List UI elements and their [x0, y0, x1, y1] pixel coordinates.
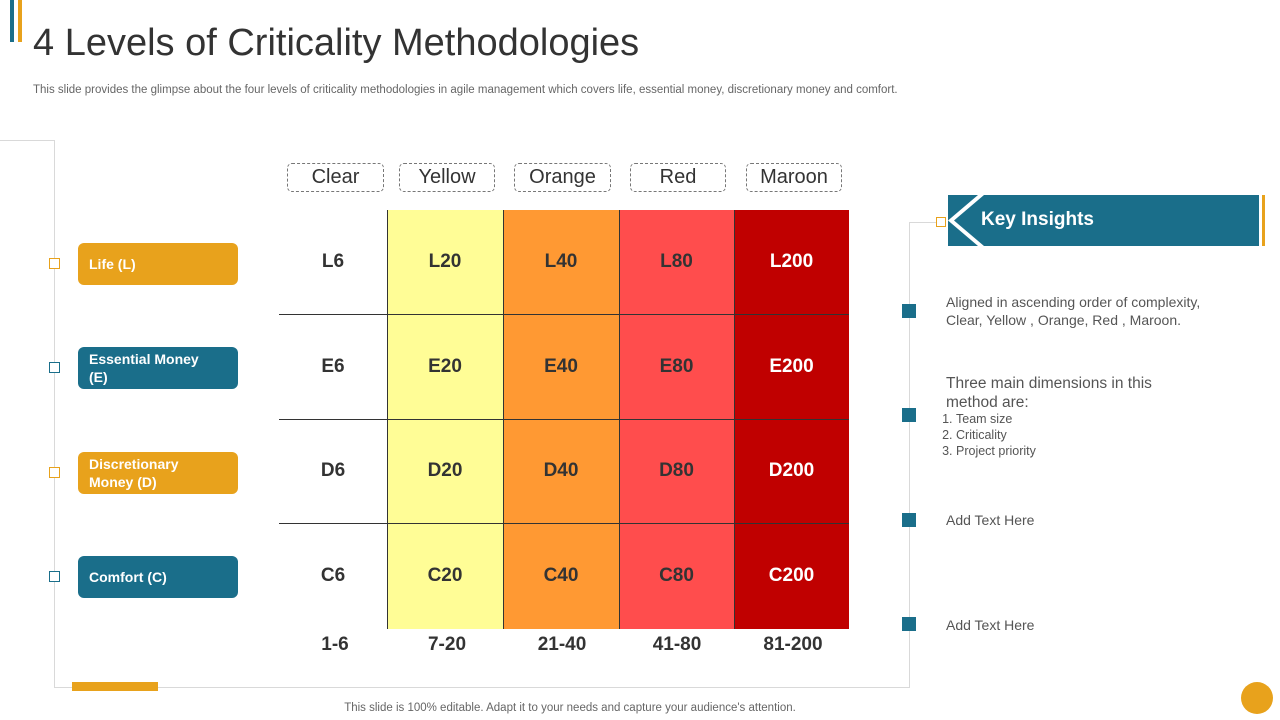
matrix-cell: E6 [321, 355, 345, 377]
grid-line-horizontal [279, 314, 849, 315]
insight-text: Aligned in ascending order of complexity… [946, 294, 1201, 328]
dimension-label: Comfort (C) [89, 569, 167, 585]
insight-text: Three main dimensions in this method are… [946, 375, 1152, 411]
matrix-cell: C80 [659, 565, 694, 586]
accent-bar-teal [10, 0, 14, 42]
matrix-cell: D20 [427, 460, 463, 481]
insight-sublist-item: Project priority [956, 443, 1036, 459]
bottom-accent-bar [72, 682, 158, 691]
matrix-cell: L40 [544, 251, 578, 272]
range-label: 7-20 [427, 634, 467, 655]
dimension-marker-discretionary-money [49, 467, 60, 478]
insight-sublist-item: Team size [956, 411, 1036, 427]
level-label-red: Red [630, 163, 726, 192]
matrix-cell: C6 [320, 565, 346, 586]
grid-line-horizontal [279, 419, 849, 420]
matrix-cell: E40 [544, 355, 578, 377]
matrix-cell: C40 [543, 565, 579, 586]
matrix-cell: D80 [659, 460, 694, 481]
level-label-orange: Orange [514, 163, 611, 192]
range-label: 81-200 [763, 634, 823, 655]
level-label-clear: Clear [287, 163, 384, 192]
matrix-cell: L20 [428, 251, 462, 272]
matrix-cell: L80 [660, 251, 693, 272]
dimension-label: Essential Money (E) [89, 351, 199, 385]
key-insights-end-bar [1262, 195, 1265, 246]
matrix-cell: C20 [427, 565, 463, 586]
matrix-cell: E200 [769, 355, 814, 377]
insight-bullet-square [902, 617, 916, 631]
slide-footer: This slide is 100% editable. Adapt it to… [0, 702, 1280, 714]
accent-bar-orange [18, 0, 22, 42]
insight-bullet-square [902, 408, 916, 422]
level-label-maroon: Maroon [746, 163, 842, 192]
footer-text: This slide is 100% editable. Adapt it to… [344, 702, 796, 714]
insight-text: Add Text Here [946, 512, 1035, 528]
dimension-pill-essential-money: Essential Money (E) [78, 347, 238, 389]
frame-line-right [909, 222, 910, 688]
range-label: 21-40 [537, 634, 587, 655]
slide-title: 4 Levels of Criticality Methodologies [33, 22, 640, 64]
dimension-label: Life (L) [89, 256, 136, 272]
corner-circle-decoration [1241, 682, 1273, 714]
matrix-cell: L200 [769, 251, 814, 272]
frame-line-insight [909, 222, 941, 223]
matrix-cell: C200 [768, 565, 815, 586]
dimension-marker-essential-money [49, 362, 60, 373]
content-frame [54, 140, 910, 688]
frame-line-top-left [0, 140, 55, 141]
matrix-cell: E20 [428, 355, 462, 377]
dimension-pill-life: Life (L) [78, 243, 238, 285]
dimension-pill-discretionary-money: Discretionary Money (D) [78, 452, 238, 494]
insight-sublist: Team size Criticality Project priority [956, 411, 1036, 459]
dimension-marker-life [49, 258, 60, 269]
matrix-cell: L6 [321, 251, 345, 272]
matrix-cell: D200 [768, 460, 815, 481]
dimension-pill-comfort: Comfort (C) [78, 556, 238, 598]
insight-bullet-square [902, 304, 916, 318]
range-label: 1-6 [321, 634, 349, 655]
range-label: 41-80 [652, 634, 702, 655]
slide-subtitle: This slide provides the glimpse about th… [33, 84, 898, 96]
matrix-cell: E80 [659, 355, 694, 377]
key-insights-title: Key Insights [981, 209, 1094, 230]
insight-text: Add Text Here [946, 617, 1035, 633]
dimension-marker-comfort [49, 571, 60, 582]
level-label-yellow: Yellow [399, 163, 495, 192]
matrix-cell: D6 [320, 460, 346, 481]
dimension-label: Discretionary Money (D) [89, 456, 179, 490]
key-insights-header: Key Insights [948, 195, 1259, 246]
matrix-cell: D40 [543, 460, 579, 481]
insight-bullet-square [902, 513, 916, 527]
chevron-left-icon [948, 195, 984, 246]
grid-line-horizontal [279, 523, 849, 524]
insight-sublist-item: Criticality [956, 427, 1036, 443]
insight-marker [936, 217, 946, 227]
